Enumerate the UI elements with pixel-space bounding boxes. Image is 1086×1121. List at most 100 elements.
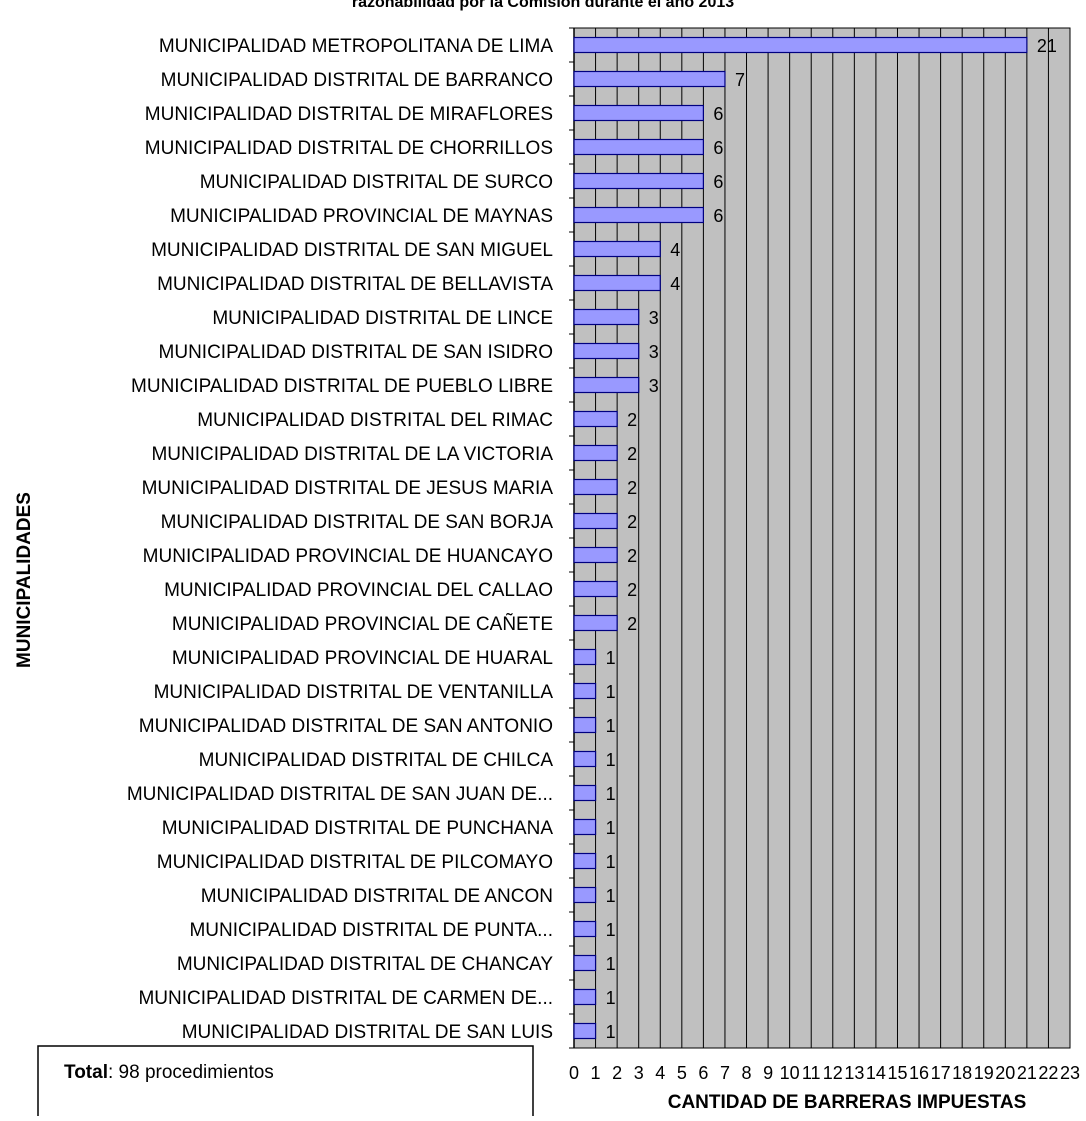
bar bbox=[573, 648, 597, 666]
bar bbox=[573, 172, 704, 190]
bar bbox=[573, 410, 618, 428]
total-label-bold: Total bbox=[64, 1062, 108, 1083]
total-text: Total: 98 procedimientos bbox=[64, 1062, 274, 1083]
bar bbox=[573, 920, 597, 938]
x-tick-label: 21 bbox=[1017, 1063, 1037, 1083]
bar bbox=[573, 716, 597, 734]
bar bbox=[573, 546, 618, 564]
x-tick-label: 13 bbox=[844, 1063, 864, 1083]
category-label: MUNICIPALIDAD DISTRITAL DE PUEBLO LIBRE bbox=[131, 376, 553, 397]
data-label: 1 bbox=[606, 682, 616, 702]
category-label: MUNICIPALIDAD PROVINCIAL DE MAYNAS bbox=[170, 206, 553, 227]
category-label: MUNICIPALIDAD PROVINCIAL DE HUANCAYO bbox=[143, 546, 553, 567]
data-label: 1 bbox=[606, 1022, 616, 1042]
plot-background bbox=[573, 27, 1071, 1049]
bar bbox=[573, 614, 618, 632]
chart-title: razonabilidad por la Comisión durante el… bbox=[352, 0, 734, 11]
x-tick-label: 14 bbox=[866, 1063, 886, 1083]
data-label: 3 bbox=[649, 376, 659, 396]
category-label: MUNICIPALIDAD DISTRITAL DE CHANCAY bbox=[177, 954, 554, 975]
x-tick-label: 5 bbox=[677, 1063, 687, 1083]
bar bbox=[573, 206, 704, 224]
bar bbox=[573, 954, 597, 972]
category-label: MUNICIPALIDAD DISTRITAL DE CHILCA bbox=[199, 750, 554, 771]
category-label: MUNICIPALIDAD DISTRITAL DE LINCE bbox=[212, 308, 553, 329]
category-label: MUNICIPALIDAD PROVINCIAL DEL CALLAO bbox=[164, 580, 553, 601]
data-label: 4 bbox=[670, 240, 680, 260]
data-label: 1 bbox=[606, 818, 616, 838]
data-label: 1 bbox=[606, 954, 616, 974]
category-label: MUNICIPALIDAD DISTRITAL DE SAN LUIS bbox=[182, 1022, 553, 1043]
data-label: 3 bbox=[649, 308, 659, 328]
bar bbox=[573, 240, 661, 258]
x-tick-label: 22 bbox=[1038, 1063, 1058, 1083]
category-label: MUNICIPALIDAD PROVINCIAL DE HUARAL bbox=[172, 648, 553, 669]
category-label: MUNICIPALIDAD DISTRITAL DE SAN JUAN DE..… bbox=[127, 784, 553, 805]
category-label: MUNICIPALIDAD DISTRITAL DE JESUS MARIA bbox=[142, 478, 554, 499]
x-tick-label: 12 bbox=[823, 1063, 843, 1083]
x-tick-label: 1 bbox=[591, 1063, 601, 1083]
total-box-frame bbox=[37, 1045, 534, 1121]
category-label: MUNICIPALIDAD DISTRITAL DE PUNTA... bbox=[189, 920, 553, 941]
data-label: 2 bbox=[627, 614, 637, 634]
data-label: 3 bbox=[649, 342, 659, 362]
category-label: MUNICIPALIDAD DISTRITAL DE LA VICTORIA bbox=[151, 444, 553, 465]
category-label: MUNICIPALIDAD PROVINCIAL DE CAÑETE bbox=[172, 613, 553, 635]
x-tick-label: 2 bbox=[612, 1063, 622, 1083]
data-label: 2 bbox=[627, 546, 637, 566]
data-label: 6 bbox=[713, 104, 723, 124]
category-label: MUNICIPALIDAD DISTRITAL DEL RIMAC bbox=[197, 410, 553, 431]
data-label: 2 bbox=[627, 444, 637, 464]
y-axis-title: MUNICIPALIDADES bbox=[14, 492, 35, 668]
category-label: MUNICIPALIDAD DISTRITAL DE PILCOMAYO bbox=[157, 852, 553, 873]
x-tick-label: 9 bbox=[763, 1063, 773, 1083]
bar bbox=[573, 70, 726, 88]
data-label: 1 bbox=[606, 716, 616, 736]
data-label: 1 bbox=[606, 920, 616, 940]
x-tick-label: 10 bbox=[780, 1063, 800, 1083]
data-label: 7 bbox=[735, 70, 745, 90]
data-label: 1 bbox=[606, 988, 616, 1008]
bar bbox=[573, 750, 597, 768]
x-tick-label: 7 bbox=[720, 1063, 730, 1083]
data-label: 6 bbox=[713, 138, 723, 158]
bar bbox=[573, 342, 640, 360]
data-label: 6 bbox=[713, 172, 723, 192]
data-label: 1 bbox=[606, 886, 616, 906]
x-tick-label: 4 bbox=[655, 1063, 665, 1083]
category-labels: MUNICIPALIDAD METROPOLITANA DE LIMA MUNIC… bbox=[127, 36, 553, 1043]
x-tick-label: 19 bbox=[974, 1063, 994, 1083]
bar bbox=[573, 274, 661, 292]
category-label: MUNICIPALIDAD METROPOLITANA DE LIMA bbox=[159, 36, 553, 57]
category-label: MUNICIPALIDAD DISTRITAL DE SURCO bbox=[200, 172, 553, 193]
data-label: 2 bbox=[627, 512, 637, 532]
bar bbox=[573, 580, 618, 598]
data-label: 1 bbox=[606, 852, 616, 872]
x-tick-label: 0 bbox=[569, 1063, 579, 1083]
category-label: MUNICIPALIDAD DISTRITAL DE SAN ANTONIO bbox=[139, 716, 553, 737]
x-tick-label: 16 bbox=[909, 1063, 929, 1083]
category-label: MUNICIPALIDAD DISTRITAL DE BARRANCO bbox=[161, 70, 553, 91]
data-label: 2 bbox=[627, 410, 637, 430]
x-axis-title: CANTIDAD DE BARRERAS IMPUESTAS bbox=[668, 1092, 1027, 1113]
category-label: MUNICIPALIDAD DISTRITAL DE VENTANILLA bbox=[154, 682, 554, 703]
bar bbox=[573, 444, 618, 462]
bar bbox=[573, 886, 597, 904]
bar bbox=[573, 682, 597, 700]
data-label: 2 bbox=[627, 478, 637, 498]
x-tick-label: 23 bbox=[1060, 1063, 1080, 1083]
bar bbox=[573, 376, 640, 394]
data-label: 1 bbox=[606, 648, 616, 668]
bar bbox=[573, 988, 597, 1006]
category-label: MUNICIPALIDAD DISTRITAL DE SAN MIGUEL bbox=[151, 240, 553, 261]
bar bbox=[573, 478, 618, 496]
data-label: 6 bbox=[713, 206, 723, 226]
category-label: MUNICIPALIDAD DISTRITAL DE CARMEN DE... bbox=[138, 988, 553, 1009]
bar bbox=[573, 138, 704, 156]
x-tick-label: 11 bbox=[802, 1063, 821, 1083]
total-label-rest: : 98 procedimientos bbox=[108, 1062, 274, 1083]
total-box: Total: 98 procedimientos bbox=[37, 1045, 534, 1121]
